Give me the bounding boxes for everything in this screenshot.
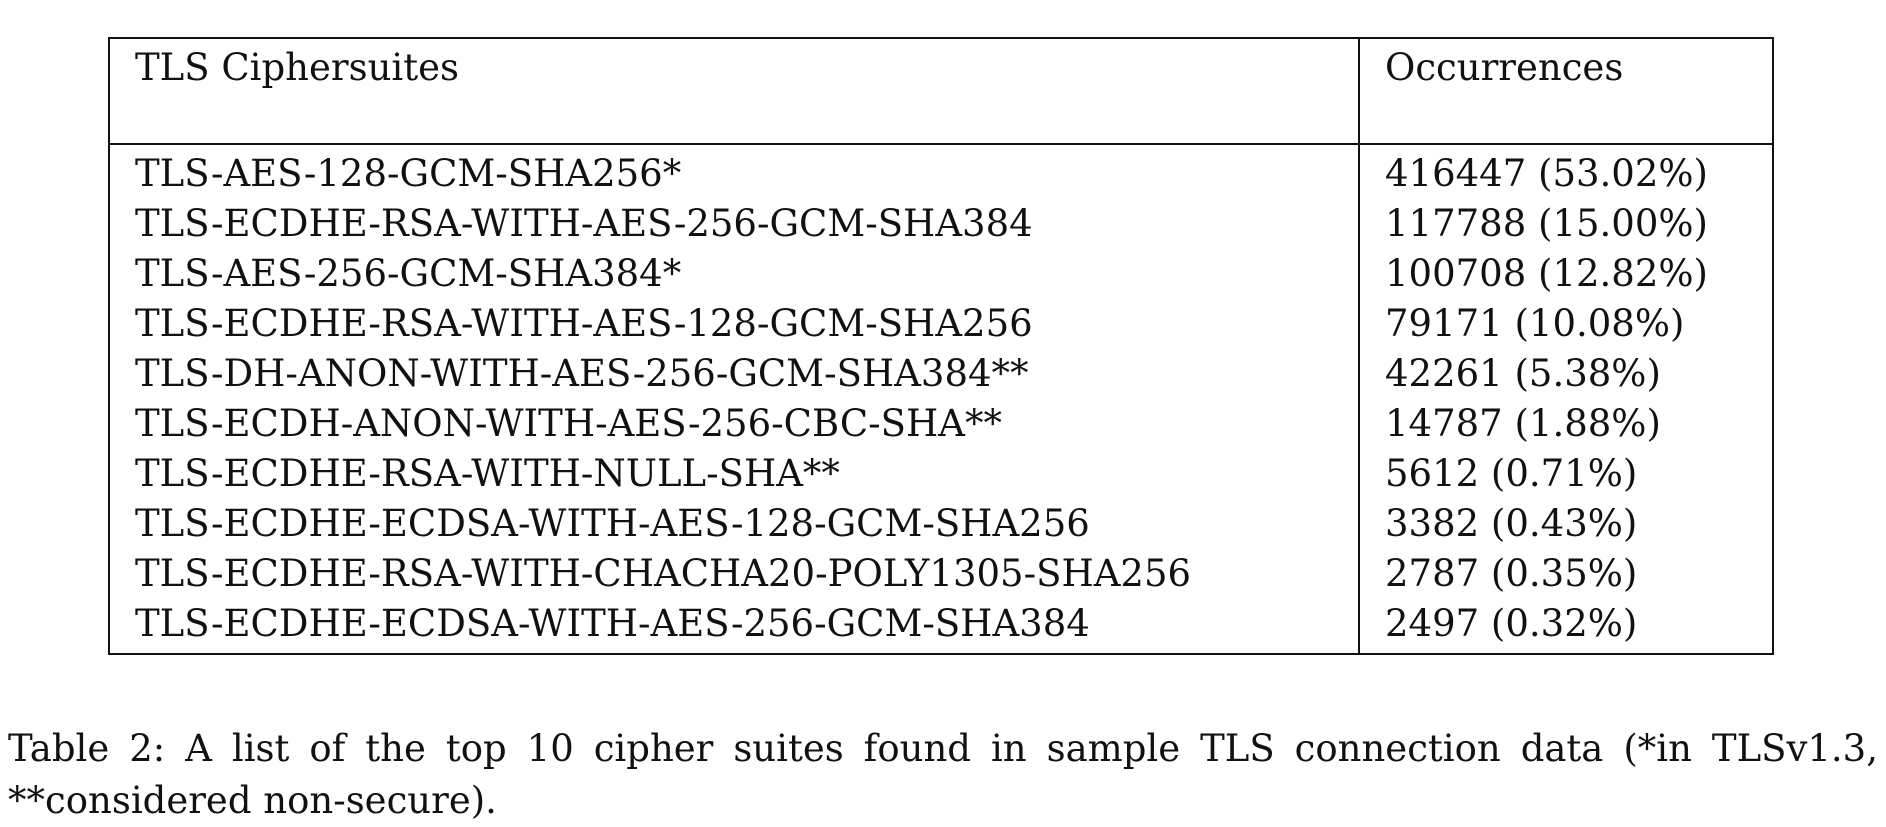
ciphersuite-cell: TLS-ECDHE-RSA-WITH-AES-128-GCM-SHA256: [108, 299, 1360, 349]
table-row: TLS-ECDHE-RSA-WITH-AES-256-GCM-SHA384 11…: [108, 199, 1774, 249]
table-row: TLS-AES-128-GCM-SHA256* 416447 (53.02%): [108, 144, 1774, 199]
table-caption: Table 2: A list of the top 10 cipher sui…: [8, 727, 1878, 822]
ciphersuite-cell: TLS-ECDHE-ECDSA-WITH-AES-256-GCM-SHA384: [108, 599, 1360, 655]
occurrences-cell: 42261 (5.38%): [1358, 349, 1774, 399]
table-row: TLS-ECDH-ANON-WITH-AES-256-CBC-SHA** 147…: [108, 399, 1774, 449]
table-row: TLS-ECDHE-RSA-WITH-NULL-SHA** 5612 (0.71…: [108, 449, 1774, 499]
occurrences-cell: 2497 (0.32%): [1358, 599, 1774, 655]
ciphersuite-table-container: TLS Ciphersuites Occurrences TLS-AES-128…: [108, 37, 1774, 655]
ciphersuite-cell: TLS-DH-ANON-WITH-AES-256-GCM-SHA384**: [108, 349, 1360, 399]
header-ciphersuites: TLS Ciphersuites: [108, 37, 1360, 145]
occurrences-cell: 100708 (12.82%): [1358, 249, 1774, 299]
occurrences-cell: 3382 (0.43%): [1358, 499, 1774, 549]
table-header-row: TLS Ciphersuites Occurrences: [108, 37, 1774, 145]
ciphersuite-cell: TLS-ECDH-ANON-WITH-AES-256-CBC-SHA**: [108, 399, 1360, 449]
ciphersuite-cell: TLS-ECDHE-RSA-WITH-AES-256-GCM-SHA384: [108, 199, 1360, 249]
table-row: TLS-DH-ANON-WITH-AES-256-GCM-SHA384** 42…: [108, 349, 1774, 399]
table-row: TLS-AES-256-GCM-SHA384* 100708 (12.82%): [108, 249, 1774, 299]
occurrences-cell: 416447 (53.02%): [1358, 144, 1774, 199]
occurrences-cell: 5612 (0.71%): [1358, 449, 1774, 499]
table-row: TLS-ECDHE-RSA-WITH-CHACHA20-POLY1305-SHA…: [108, 549, 1774, 599]
table-row: TLS-ECDHE-ECDSA-WITH-AES-256-GCM-SHA384 …: [108, 599, 1774, 655]
ciphersuite-cell: TLS-ECDHE-RSA-WITH-NULL-SHA**: [108, 449, 1360, 499]
ciphersuite-cell: TLS-ECDHE-ECDSA-WITH-AES-128-GCM-SHA256: [108, 499, 1360, 549]
ciphersuite-cell: TLS-AES-128-GCM-SHA256*: [108, 144, 1360, 199]
table-row: TLS-ECDHE-ECDSA-WITH-AES-128-GCM-SHA256 …: [108, 499, 1774, 549]
occurrences-cell: 2787 (0.35%): [1358, 549, 1774, 599]
occurrences-cell: 117788 (15.00%): [1358, 199, 1774, 249]
occurrences-cell: 14787 (1.88%): [1358, 399, 1774, 449]
header-occurrences: Occurrences: [1358, 37, 1774, 145]
ciphersuite-cell: TLS-AES-256-GCM-SHA384*: [108, 249, 1360, 299]
table-row: TLS-ECDHE-RSA-WITH-AES-128-GCM-SHA256 79…: [108, 299, 1774, 349]
ciphersuite-cell: TLS-ECDHE-RSA-WITH-CHACHA20-POLY1305-SHA…: [108, 549, 1360, 599]
ciphersuite-table: TLS Ciphersuites Occurrences TLS-AES-128…: [108, 37, 1774, 655]
occurrences-cell: 79171 (10.08%): [1358, 299, 1774, 349]
